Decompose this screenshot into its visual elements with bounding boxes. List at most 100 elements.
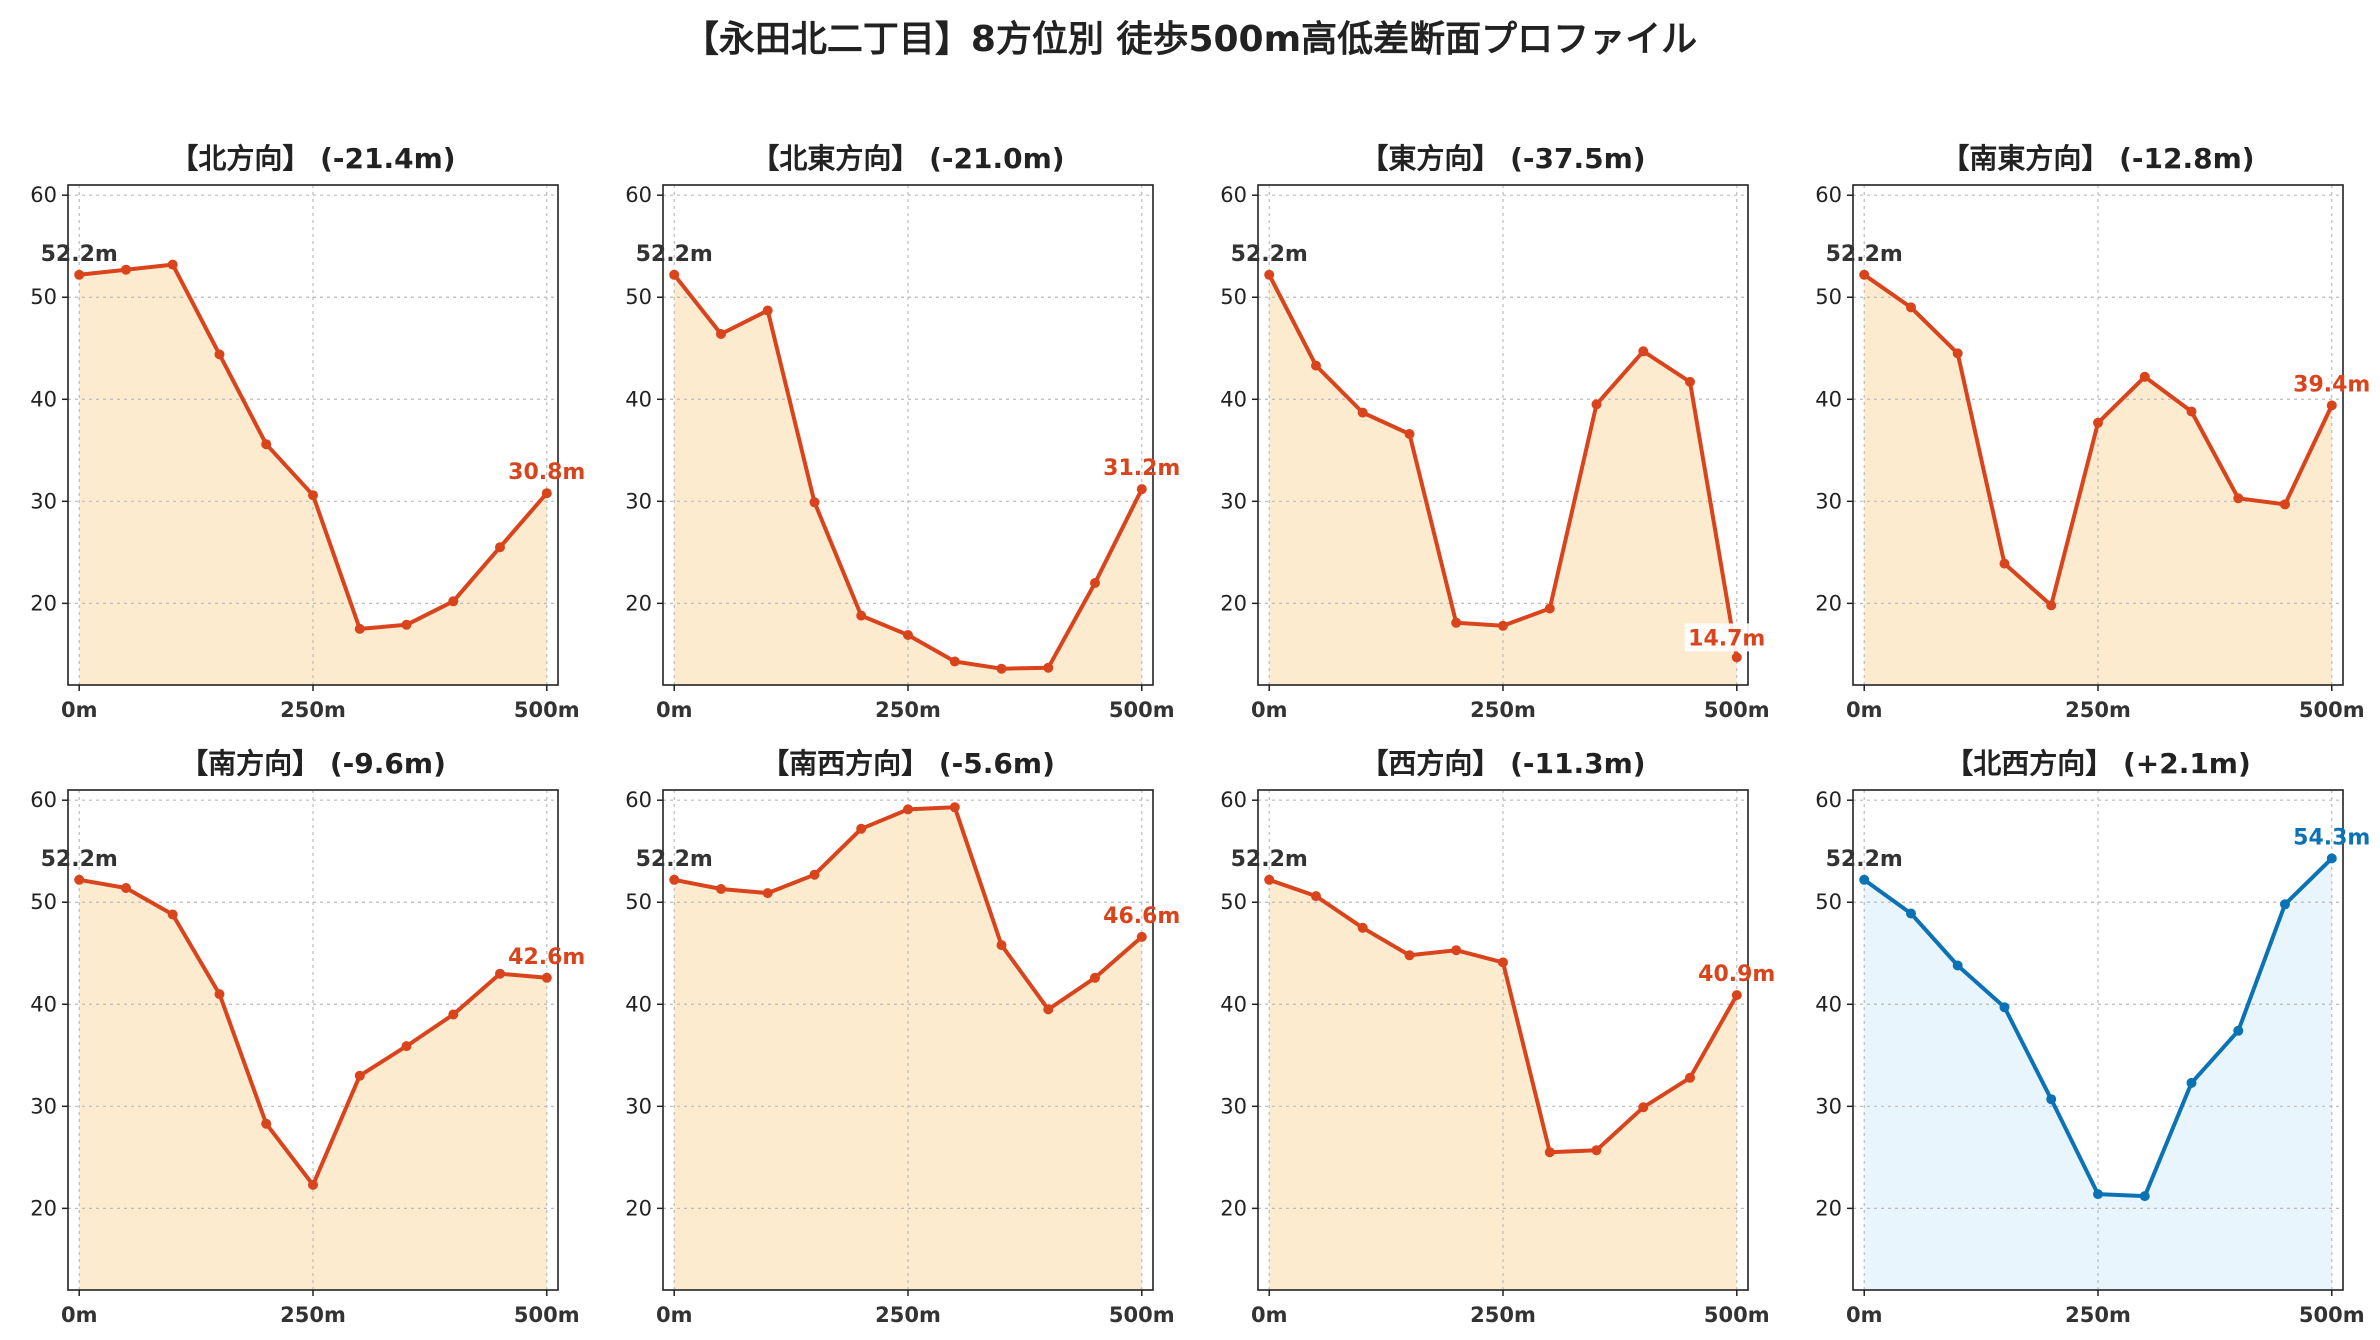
elevation-point [1451,617,1462,628]
elevation-point [716,329,726,339]
start-elevation-label: 52.2m [1231,242,1308,267]
elevation-point [121,264,131,275]
y-tick-label: 40 [625,992,652,1016]
elevation-point [856,610,867,621]
elevation-point [809,497,820,508]
elevation-point [1498,620,1508,631]
elevation-point [308,490,318,501]
x-tick-label: 0m [61,1303,98,1327]
elevation-point [74,874,85,885]
y-tick-label: 50 [625,890,652,914]
x-tick-label: 500m [1109,1303,1175,1327]
elevation-fill-area [79,879,547,1290]
y-tick-label: 20 [30,1196,57,1220]
x-tick-label: 0m [1251,698,1288,722]
elevation-point [167,259,178,270]
elevation-point [716,884,726,894]
elevation-point [261,1118,272,1129]
elevation-point [401,619,412,630]
y-tick-label: 20 [1220,1196,1247,1220]
elevation-point [949,656,960,667]
elevation-point [1404,950,1415,961]
y-tick-label: 50 [30,285,57,309]
elevation-point [1090,972,1100,983]
elevation-point [1906,302,1916,313]
elevation-point [1999,558,2010,569]
x-tick-label: 500m [514,698,580,722]
end-elevation-annotation: 42.6m [508,945,585,970]
x-tick-label: 500m [1704,1303,1770,1327]
end-elevation-label: 31.2m [1103,456,1180,481]
x-tick-label: 500m [2299,1303,2365,1327]
x-tick-label: 0m [1846,1303,1883,1327]
elevation-point [354,1070,365,1081]
elevation-point [1043,1004,1054,1015]
elevation-point [1685,1072,1695,1083]
elevation-point [762,888,773,899]
elevation-point [1043,662,1054,673]
y-tick-label: 60 [625,183,652,207]
y-tick-label: 30 [30,489,57,513]
elevation-point [1731,990,1742,1001]
y-tick-label: 60 [30,788,57,812]
elevation-point [1544,603,1555,614]
elevation-point [2326,400,2337,411]
elevation-point [308,1179,318,1190]
x-tick-label: 0m [61,698,98,722]
elevation-point [2046,1094,2057,1105]
end-elevation-annotation: 54.3m [2293,825,2370,850]
y-tick-label: 60 [625,788,652,812]
end-elevation-label: 39.4m [2293,372,2370,397]
x-tick-label: 250m [875,698,941,722]
elevation-point [2280,499,2290,510]
elevation-fill-area [1864,858,2332,1290]
elevation-point [354,623,365,634]
y-tick-label: 40 [625,387,652,411]
end-elevation-label: 30.8m [508,460,585,485]
x-tick-label: 0m [656,1303,693,1327]
elevation-point [762,305,773,316]
elevation-point [996,663,1007,674]
elevation-point [1311,891,1321,902]
elevation-point [1999,1002,2010,1013]
elevation-point [2280,899,2290,910]
elevation-point [448,1009,459,1020]
x-tick-label: 0m [656,698,693,722]
elevation-point [1638,346,1649,357]
end-elevation-annotation: 39.4m [2293,372,2370,397]
elevation-point [669,269,680,280]
y-tick-label: 50 [1220,285,1247,309]
x-tick-label: 0m [1251,1303,1288,1327]
elevation-point [903,630,913,640]
panel-title: 【北西方向】 (+2.1m) [1945,747,2251,780]
y-tick-label: 40 [1815,387,1842,411]
y-tick-label: 20 [625,591,652,615]
start-elevation-label: 52.2m [1231,847,1308,872]
elevation-point [1859,269,1870,280]
elevation-point [2139,1191,2150,1202]
x-tick-label: 500m [1109,698,1175,722]
elevation-point [214,989,225,1000]
y-tick-label: 60 [1815,788,1842,812]
y-tick-label: 30 [1815,489,1842,513]
profile-panel-2: 【北東方向】 (-21.0m) 20 30 40 50 60 0m 250m 500m 52.2m… [625,142,1180,722]
elevation-fill-area [1269,274,1737,685]
elevation-point [1264,874,1275,885]
start-elevation-label: 52.2m [41,242,118,267]
x-tick-label: 250m [875,1303,941,1327]
y-tick-label: 20 [30,591,57,615]
start-elevation-label: 52.2m [636,242,713,267]
elevation-point [1685,376,1695,387]
y-tick-label: 30 [1220,1094,1247,1118]
y-tick-label: 30 [1815,1094,1842,1118]
elevation-point [1638,1102,1649,1113]
elevation-point [2139,371,2150,382]
elevation-point [996,940,1007,951]
elevation-point [1451,945,1462,956]
start-elevation-label: 52.2m [1826,847,1903,872]
elevation-point [121,883,131,893]
y-tick-label: 20 [1815,591,1842,615]
elevation-point [809,869,820,880]
y-tick-label: 20 [625,1196,652,1220]
elevation-point [1357,407,1368,418]
